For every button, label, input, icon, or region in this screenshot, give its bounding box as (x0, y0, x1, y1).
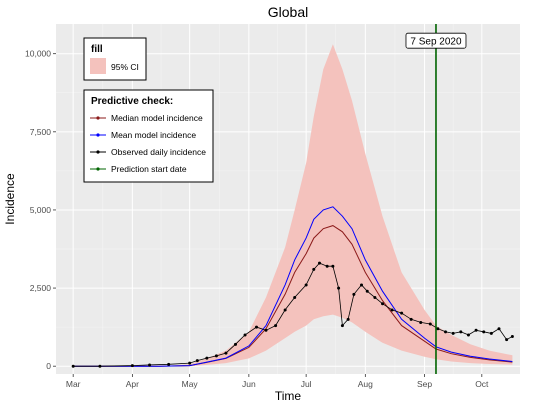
legend-entry-observed-daily-incidence: Observed daily incidence (90, 147, 206, 157)
observed-point (331, 264, 335, 268)
observed-point (400, 311, 404, 315)
legend-entry-label: Observed daily incidence (111, 147, 206, 157)
observed-line (73, 262, 513, 367)
observed-point (436, 327, 440, 331)
prediction-start-label: 7 Sep 2020 (410, 37, 462, 48)
observed-point (466, 333, 470, 337)
y-tick-label: 10,000 (25, 49, 51, 59)
observed-point (409, 317, 413, 321)
observed-point (283, 308, 287, 312)
legend-key-point (96, 133, 100, 137)
ribbon-layer (73, 44, 513, 367)
observed-point (489, 331, 493, 335)
annotation-layer: 7 Sep 2020 (405, 24, 467, 374)
observed-point (264, 328, 268, 332)
observed-point (205, 356, 209, 360)
observed-point (304, 283, 308, 287)
legend-entry-median-model-incidence: Median model incidence (90, 113, 203, 123)
observed-point (340, 324, 344, 328)
observed-point (325, 264, 329, 268)
observed-point (451, 331, 455, 335)
mean-model-incidence-line (73, 206, 513, 367)
legend-entry-label: Median model incidence (111, 113, 203, 123)
ci-ribbon (73, 44, 513, 367)
observed-point (233, 342, 237, 346)
observed-point (428, 322, 432, 326)
legend-fill-label: 95% CI (111, 62, 139, 72)
observed-point (274, 324, 278, 328)
y-tick-label: 7,500 (30, 127, 52, 137)
observed-point (224, 351, 228, 355)
axes: Mar Apr May Jun Jul Aug Sep Oct 0 2,500 5,000 7,500… (25, 49, 489, 389)
observed-point (130, 364, 134, 368)
observed-point (195, 359, 199, 363)
y-tick-label: 0 (46, 361, 51, 371)
observed-point (188, 361, 192, 365)
observed-point (505, 338, 509, 342)
observed-point (71, 364, 75, 368)
observed-point (312, 267, 316, 271)
x-tick-label: Apr (126, 379, 139, 389)
x-tick-label: May (182, 379, 199, 389)
x-axis-title: Time (275, 389, 302, 403)
observed-point (360, 283, 364, 287)
legend-entry-label: Mean model incidence (111, 130, 196, 140)
x-tick-label: Jul (301, 379, 312, 389)
legend-fill-title: fill (91, 44, 103, 55)
observed-point (474, 328, 478, 332)
legend-lines-entries: Median model incidence Mean model inciden… (90, 113, 206, 174)
observed-point (444, 330, 448, 334)
observed-point (390, 308, 394, 312)
legend-entry-prediction-start-date: Prediction start date (90, 164, 187, 174)
x-tick-label: Jun (242, 379, 256, 389)
observed-point (373, 295, 377, 299)
legend-lines: Predictive check: Median model incidence… (83, 89, 214, 183)
observed-point (243, 333, 247, 337)
observed-point (214, 354, 218, 358)
observed-point (365, 289, 369, 293)
y-tick-label: 5,000 (30, 205, 52, 215)
observed-point (346, 317, 350, 321)
prediction-start-label-box (405, 32, 467, 49)
observed-point (167, 362, 171, 366)
observed-point (318, 261, 322, 265)
legend-key-point (96, 116, 100, 120)
legend-lines-box (83, 89, 214, 183)
legend-fill-swatch (90, 58, 106, 74)
observed-point (482, 330, 486, 334)
observed-points (71, 261, 514, 368)
observed-point (337, 286, 341, 290)
legend-key-point (96, 150, 100, 154)
x-tick-label: Sep (417, 379, 432, 389)
observed-point (510, 335, 514, 338)
y-tick-label: 2,500 (30, 283, 52, 293)
legend-entry-label: Prediction start date (111, 164, 187, 174)
legend-entry-mean-model-incidence: Mean model incidence (90, 130, 196, 140)
legend-lines-title: Predictive check: (91, 96, 173, 107)
chart-title: Global (268, 4, 308, 20)
x-tick-label: Oct (475, 379, 489, 389)
observed-point (419, 320, 423, 324)
x-tick-label: Mar (66, 379, 81, 389)
observed-point (497, 327, 501, 331)
y-axis-title: Incidence (3, 173, 17, 225)
x-tick-label: Aug (358, 379, 373, 389)
observed-point (293, 295, 297, 299)
observed-point (98, 364, 102, 368)
legend-fill: fill 95% CI (83, 37, 147, 81)
grid (56, 24, 520, 374)
legend-key-point (96, 167, 100, 171)
observed-point (381, 302, 385, 306)
line-layer (73, 206, 513, 367)
observed-point (459, 330, 463, 334)
observed-point (254, 325, 258, 329)
observed-point (352, 292, 356, 296)
observed-point (148, 363, 152, 367)
